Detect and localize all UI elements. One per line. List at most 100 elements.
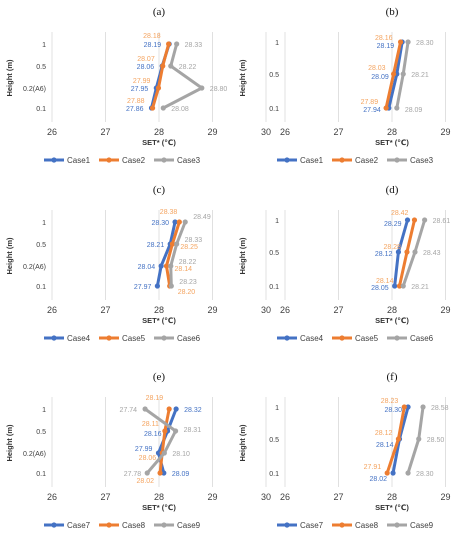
data-label: 28.33 (185, 237, 203, 244)
x-tick-label: 29 (440, 305, 450, 315)
y-tick-label: 0.2(A6) (23, 451, 46, 458)
data-label: 28.06 (137, 64, 155, 71)
data-point (395, 436, 402, 442)
data-point (416, 436, 422, 442)
legend-label: Case5 (122, 334, 146, 343)
x-tick-label: 29 (207, 492, 217, 502)
data-label: 28.21 (411, 284, 429, 291)
data-label: 28.22 (179, 259, 197, 266)
legend-marker (51, 157, 57, 163)
panel-label: (f) (387, 371, 398, 383)
data-label: 28.19 (144, 42, 162, 49)
data-label: 28.49 (193, 214, 211, 221)
x-tick-label: 28 (154, 492, 164, 502)
data-point (144, 470, 150, 476)
legend-marker (51, 522, 57, 528)
legend-label: Case9 (177, 521, 201, 530)
data-label: 28.38 (160, 209, 178, 216)
data-point (168, 63, 174, 69)
data-point (155, 85, 162, 91)
chart-panel: (b) 26 27 28 29 30 SET* (℃) Height (m) 0.1 0.5 1 27… (238, 6, 451, 165)
data-point (166, 406, 172, 412)
data-label: 28.23 (179, 279, 197, 286)
data-label: 28.43 (423, 250, 441, 257)
legend-label: Case8 (355, 521, 379, 530)
data-point (396, 283, 403, 289)
panel-label: (c) (153, 184, 166, 196)
data-point (161, 470, 167, 476)
data-label: 27.97 (134, 284, 152, 291)
data-label: 28.10 (172, 451, 190, 458)
series-line (164, 221, 181, 287)
data-point (154, 283, 160, 289)
x-tick-label: 27 (333, 127, 343, 137)
legend-marker (284, 522, 290, 528)
x-axis-title: SET* (℃) (375, 138, 409, 147)
data-point (405, 404, 411, 410)
data-label: 27.94 (363, 107, 381, 114)
data-label: 28.09 (371, 74, 389, 81)
data-label: 28.19 (377, 43, 395, 50)
data-point (160, 105, 166, 111)
series-line (169, 221, 187, 287)
data-point (405, 470, 411, 476)
y-tick-label: 0.1 (269, 284, 279, 291)
data-point (155, 450, 162, 456)
data-point (168, 263, 174, 269)
data-label: 28.28 (383, 244, 401, 251)
data-label: 27.91 (364, 464, 382, 471)
data-label: 28.14 (376, 442, 394, 449)
legend-label: Case4 (67, 334, 91, 343)
data-label: 28.80 (210, 86, 228, 93)
data-label: 27.99 (133, 78, 151, 85)
legend-label: Case2 (355, 156, 379, 165)
data-label: 28.07 (137, 56, 155, 63)
data-point (166, 41, 172, 47)
chart-panel: (d) 26 27 28 29 30 SET* (℃) Height (m) 0.1 0.5 1 28… (238, 184, 451, 343)
data-point (400, 283, 406, 289)
x-tick-label: 26 (280, 127, 290, 137)
data-point (422, 217, 428, 223)
data-point (174, 41, 180, 47)
data-label: 28.42 (391, 210, 409, 217)
data-label: 28.09 (405, 107, 423, 114)
legend-label: Case7 (67, 521, 91, 530)
y-tick-label: 0.2(A6) (23, 86, 46, 93)
series-line (151, 43, 171, 109)
data-point (172, 428, 179, 434)
data-label: 28.02 (370, 476, 388, 483)
data-label: 28.21 (411, 72, 429, 79)
y-tick-label: 1 (42, 407, 46, 414)
y-tick-label: 0.5 (36, 242, 46, 249)
data-label: 28.09 (172, 471, 190, 478)
x-tick-label: 28 (154, 305, 164, 315)
data-label: 28.18 (143, 33, 161, 40)
legend-label: Case8 (122, 521, 146, 530)
data-point (142, 406, 148, 412)
y-axis-title: Height (m) (238, 424, 247, 462)
data-point (149, 105, 156, 111)
data-point (161, 450, 167, 456)
x-axis-title: SET* (℃) (375, 316, 409, 325)
x-axis-title: SET* (℃) (142, 316, 176, 325)
legend-marker (284, 157, 290, 163)
data-point (397, 39, 404, 45)
panel-label: (a) (153, 6, 166, 18)
legend-label: Case1 (300, 156, 324, 165)
data-label: 28.16 (144, 431, 162, 438)
data-label: 28.11 (142, 421, 159, 428)
data-label: 28.12 (375, 251, 393, 258)
y-tick-label: 1 (275, 405, 279, 412)
data-label: 28.32 (184, 407, 202, 414)
legend-marker (106, 522, 112, 528)
legend-marker (394, 157, 400, 163)
data-label: 28.06 (139, 455, 157, 462)
series-line (144, 407, 178, 474)
y-tick-label: 0.5 (269, 72, 279, 79)
data-label: 28.50 (427, 437, 445, 444)
data-point (405, 39, 411, 45)
legend-marker (161, 157, 167, 163)
x-axis-title: SET* (℃) (142, 138, 176, 147)
data-point (411, 217, 418, 223)
